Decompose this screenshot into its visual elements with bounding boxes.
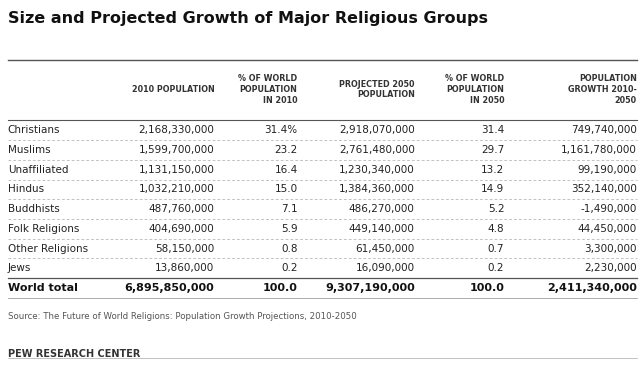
Text: 15.0: 15.0 xyxy=(275,184,298,195)
Text: 100.0: 100.0 xyxy=(470,283,504,293)
Text: Jews: Jews xyxy=(8,263,31,273)
Text: 13,860,000: 13,860,000 xyxy=(155,263,214,273)
Text: PEW RESEARCH CENTER: PEW RESEARCH CENTER xyxy=(8,349,140,359)
Text: 1,131,150,000: 1,131,150,000 xyxy=(138,165,214,175)
Text: 2,230,000: 2,230,000 xyxy=(584,263,637,273)
Text: World total: World total xyxy=(8,283,77,293)
Text: 449,140,000: 449,140,000 xyxy=(349,224,415,234)
Text: 14.9: 14.9 xyxy=(481,184,504,195)
Text: Unaffiliated: Unaffiliated xyxy=(8,165,68,175)
Text: Buddhists: Buddhists xyxy=(8,204,60,214)
Text: 1,599,700,000: 1,599,700,000 xyxy=(139,145,214,155)
Text: 404,690,000: 404,690,000 xyxy=(148,224,214,234)
Text: 1,230,340,000: 1,230,340,000 xyxy=(339,165,415,175)
Text: 99,190,000: 99,190,000 xyxy=(577,165,637,175)
Text: 0.2: 0.2 xyxy=(281,263,298,273)
Text: 352,140,000: 352,140,000 xyxy=(571,184,637,195)
Text: 486,270,000: 486,270,000 xyxy=(349,204,415,214)
Text: 31.4%: 31.4% xyxy=(264,125,298,135)
Text: Christians: Christians xyxy=(8,125,60,135)
Text: 2010 POPULATION: 2010 POPULATION xyxy=(132,85,214,94)
Text: 2,761,480,000: 2,761,480,000 xyxy=(339,145,415,155)
Text: 16,090,000: 16,090,000 xyxy=(356,263,415,273)
Text: % OF WORLD
POPULATION
IN 2010: % OF WORLD POPULATION IN 2010 xyxy=(239,74,298,105)
Text: 58,150,000: 58,150,000 xyxy=(155,243,214,254)
Text: 0.7: 0.7 xyxy=(488,243,504,254)
Text: 9,307,190,000: 9,307,190,000 xyxy=(325,283,415,293)
Text: 2,411,340,000: 2,411,340,000 xyxy=(547,283,637,293)
Text: 3,300,000: 3,300,000 xyxy=(584,243,637,254)
Text: Size and Projected Growth of Major Religious Groups: Size and Projected Growth of Major Relig… xyxy=(8,11,488,26)
Text: 5.9: 5.9 xyxy=(281,224,298,234)
Text: 7.1: 7.1 xyxy=(281,204,298,214)
Text: 29.7: 29.7 xyxy=(481,145,504,155)
Text: 6,895,850,000: 6,895,850,000 xyxy=(125,283,214,293)
Text: 100.0: 100.0 xyxy=(263,283,298,293)
Text: 2,168,330,000: 2,168,330,000 xyxy=(138,125,214,135)
Text: 2,918,070,000: 2,918,070,000 xyxy=(339,125,415,135)
Text: 1,032,210,000: 1,032,210,000 xyxy=(139,184,214,195)
Text: 1,384,360,000: 1,384,360,000 xyxy=(339,184,415,195)
Text: -1,490,000: -1,490,000 xyxy=(580,204,637,214)
Text: 0.2: 0.2 xyxy=(488,263,504,273)
Text: POPULATION
GROWTH 2010-
2050: POPULATION GROWTH 2010- 2050 xyxy=(568,74,637,105)
Text: 13.2: 13.2 xyxy=(481,165,504,175)
Text: Hindus: Hindus xyxy=(8,184,44,195)
Text: PROJECTED 2050
POPULATION: PROJECTED 2050 POPULATION xyxy=(339,80,415,99)
Text: Muslims: Muslims xyxy=(8,145,51,155)
Text: Other Religions: Other Religions xyxy=(8,243,88,254)
Text: 31.4: 31.4 xyxy=(481,125,504,135)
Text: Source: The Future of World Religions: Population Growth Projections, 2010-2050: Source: The Future of World Religions: P… xyxy=(8,312,356,322)
Text: Folk Religions: Folk Religions xyxy=(8,224,79,234)
Text: 749,740,000: 749,740,000 xyxy=(571,125,637,135)
Text: 0.8: 0.8 xyxy=(281,243,298,254)
Text: 487,760,000: 487,760,000 xyxy=(148,204,214,214)
Text: 1,161,780,000: 1,161,780,000 xyxy=(561,145,637,155)
Text: % OF WORLD
POPULATION
IN 2050: % OF WORLD POPULATION IN 2050 xyxy=(445,74,504,105)
Text: 16.4: 16.4 xyxy=(275,165,298,175)
Text: 4.8: 4.8 xyxy=(488,224,504,234)
Text: 61,450,000: 61,450,000 xyxy=(355,243,415,254)
Text: 23.2: 23.2 xyxy=(275,145,298,155)
Text: 5.2: 5.2 xyxy=(488,204,504,214)
Text: 44,450,000: 44,450,000 xyxy=(577,224,637,234)
